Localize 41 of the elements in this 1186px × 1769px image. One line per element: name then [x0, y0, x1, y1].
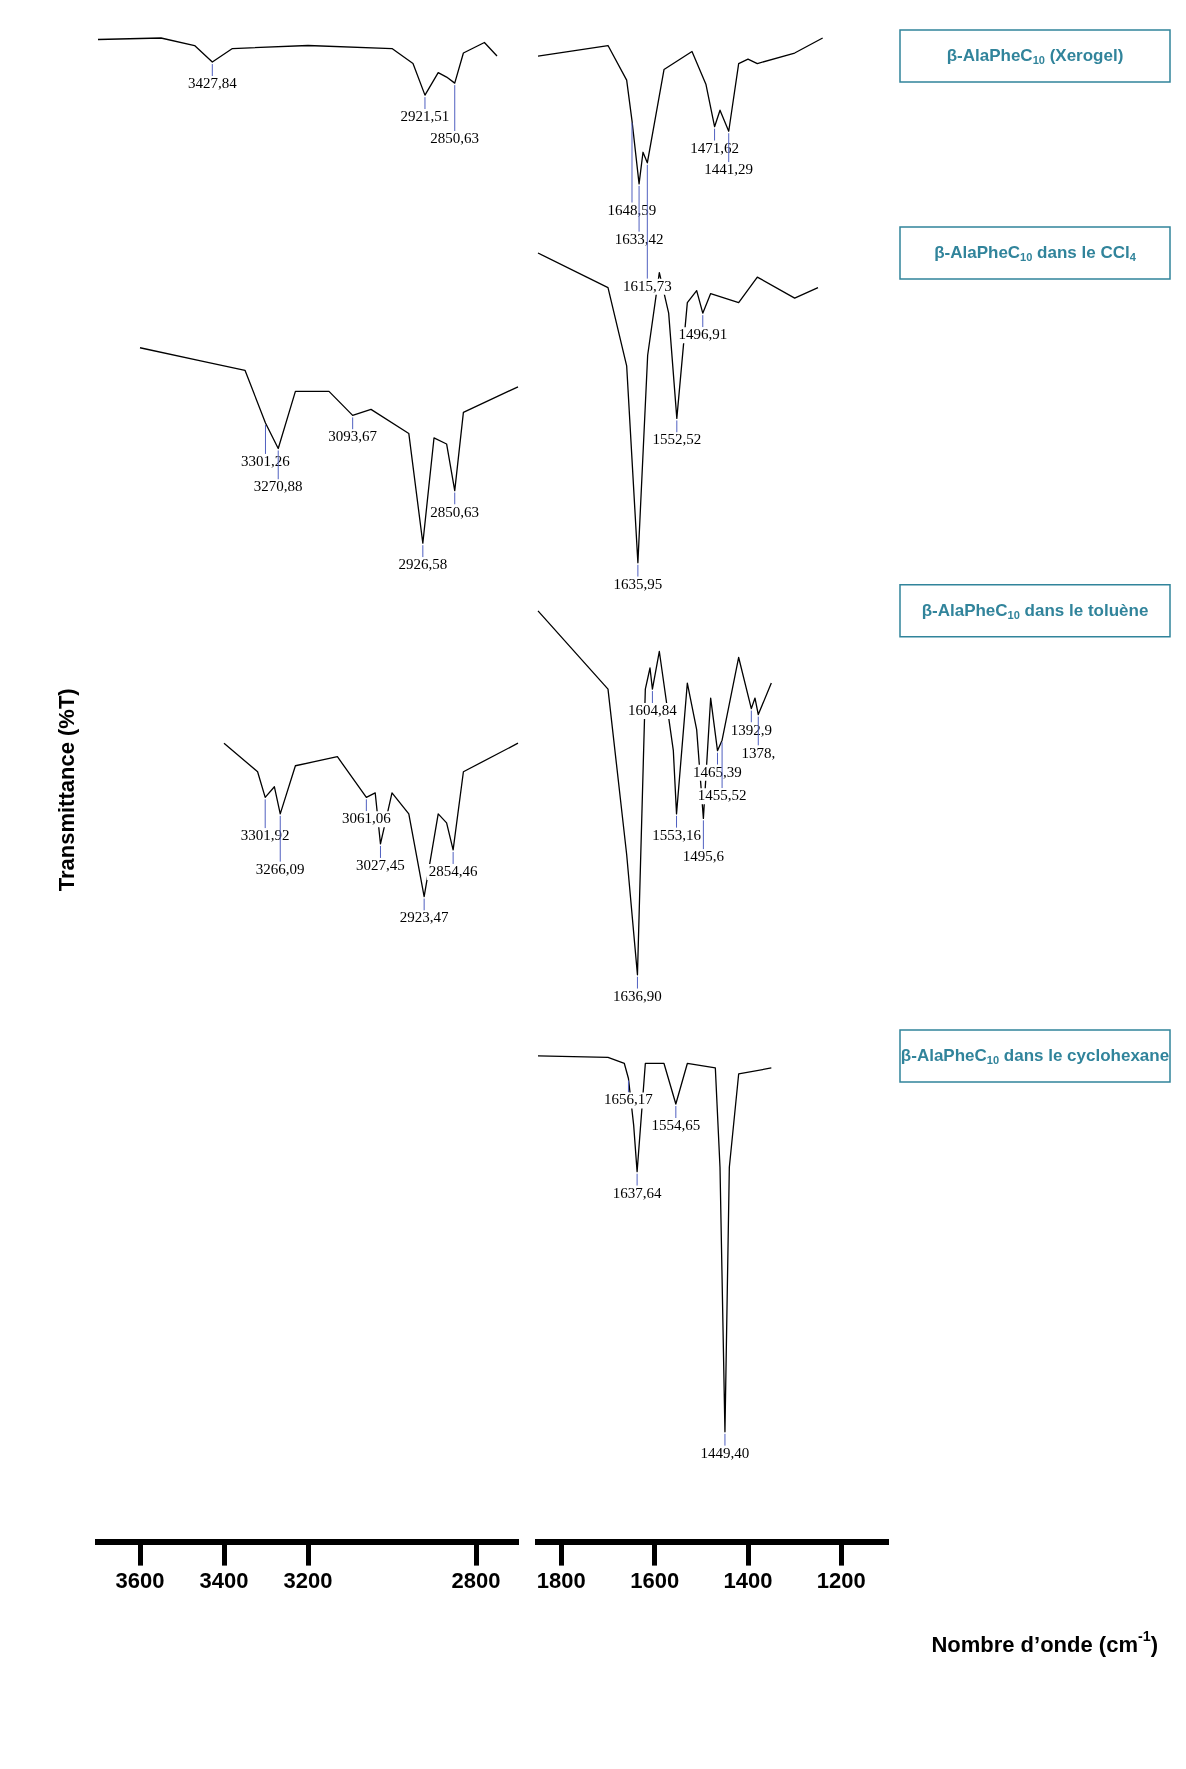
annotation: 1495,6: [682, 848, 725, 865]
annotation: 1615,73: [622, 277, 672, 294]
x-tick-label: 1400: [723, 1567, 773, 1593]
x-tick-label: 2800: [451, 1567, 501, 1593]
annotation: 3061,06: [341, 810, 392, 827]
annotation: 3270,88: [253, 478, 303, 495]
annotation: 3266,09: [255, 860, 305, 877]
x-tick-label: 1600: [630, 1567, 680, 1593]
annotation: 1378,: [741, 744, 776, 761]
x-tick-label: 1800: [536, 1567, 586, 1593]
annotation: 2850,63: [430, 503, 480, 520]
y-axis-title: Transmittance (%T): [54, 688, 80, 892]
annotation: 3301,26: [241, 452, 291, 469]
annotation: 1553,16: [652, 826, 702, 843]
annotation: 1465,39: [693, 763, 742, 780]
annotation: 3027,45: [356, 856, 405, 873]
annotation: 3093,67: [328, 428, 378, 445]
annotation: 1637,64: [612, 1184, 662, 1201]
annotation: 1636,90: [613, 987, 662, 1004]
annotation: 1554,65: [651, 1116, 701, 1133]
annotation: 2921,51: [400, 108, 450, 125]
x-tick-label: 3200: [283, 1567, 333, 1593]
annotation: 1471,62: [690, 139, 739, 156]
annotation: 1455,52: [697, 787, 747, 804]
annotation: 2923,47: [399, 909, 450, 926]
annotation: 1449,40: [700, 1444, 750, 1461]
x-tick-label: 3400: [199, 1567, 249, 1593]
annotation: 2854,46: [428, 862, 478, 879]
x-tick-label: 3600: [115, 1567, 165, 1593]
annotation: 1441,29: [704, 161, 754, 178]
annotation: 2850,63: [430, 130, 480, 147]
annotation: 2926,58: [398, 556, 448, 573]
annotation: 3301,92: [240, 827, 290, 844]
x-tick-label: 1200: [816, 1567, 866, 1593]
annotation: 1552,52: [652, 431, 702, 448]
annotation: 1604,84: [628, 702, 678, 718]
annotation: 1635,95: [613, 575, 663, 592]
annotation: 1656,17: [604, 1091, 654, 1108]
annotation: 1496,91: [678, 326, 728, 343]
annotation: 1392,9: [730, 721, 772, 738]
annotation: 3427,84: [187, 75, 238, 91]
